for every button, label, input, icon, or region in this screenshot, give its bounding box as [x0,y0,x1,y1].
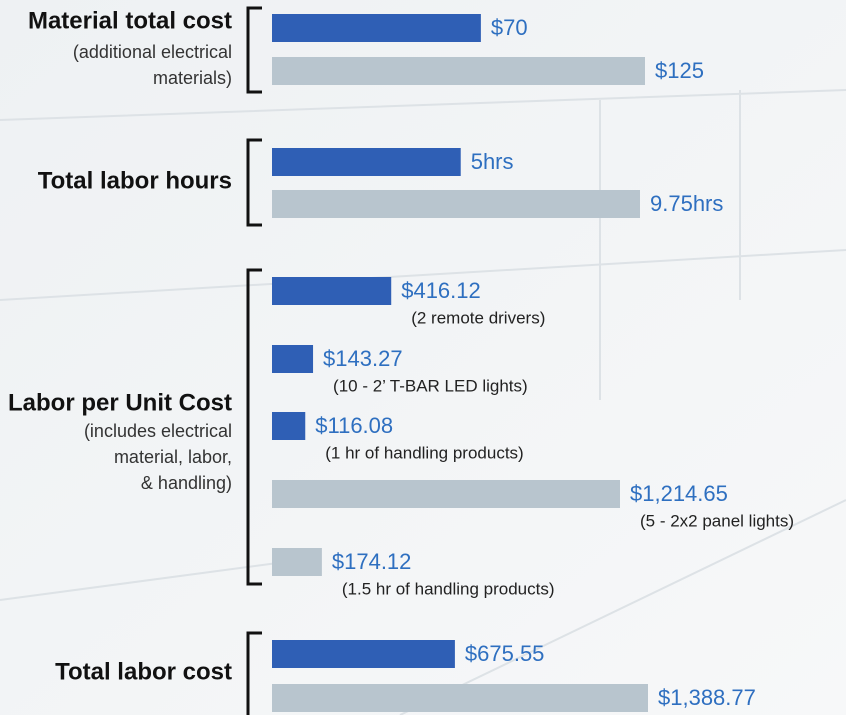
bar [272,57,645,85]
group-title: Total labor cost [55,658,232,685]
group-subtitle: (additional electrical [73,42,232,62]
group-title: Labor per Unit Cost [8,389,232,416]
bar-note: (10 - 2’ T-BAR LED lights) [333,376,528,395]
value-label: $1,214.65 [630,481,728,506]
value-label: $174.12 [332,549,412,574]
group-subtitle: material, labor, [114,447,232,467]
bar [272,148,461,176]
group-title: Material total cost [28,7,232,34]
value-label: $70 [491,15,528,40]
value-label: $116.08 [315,413,393,438]
bar [272,480,620,508]
bar [272,277,391,305]
group-subtitle: (includes electrical [84,421,232,441]
value-label: $1,388.77 [658,685,756,710]
group-subtitle: materials) [153,68,232,88]
bar [272,345,313,373]
value-label: $416.12 [401,278,481,303]
page: Material total cost (additional electrica… [0,0,846,715]
value-label: 9.75hrs [650,191,723,216]
chart: Material total cost (additional electrica… [0,0,846,715]
bar [272,548,322,576]
bar [272,190,640,218]
value-label: $125 [655,58,704,83]
value-label: 5hrs [471,149,514,174]
bar [272,412,305,440]
group-subtitle: & handling) [141,473,232,493]
group-title: Total labor hours [38,167,232,194]
bar-note: (1.5 hr of handling products) [342,579,555,598]
bar-note: (5 - 2x2 panel lights) [640,511,794,530]
bar [272,14,481,42]
bar-note: (2 remote drivers) [411,308,545,327]
bar [272,640,455,668]
bar-note: (1 hr of handling products) [325,443,523,462]
value-label: $143.27 [323,346,403,371]
background [0,0,846,715]
value-label: $675.55 [465,641,545,666]
bar [272,684,648,712]
